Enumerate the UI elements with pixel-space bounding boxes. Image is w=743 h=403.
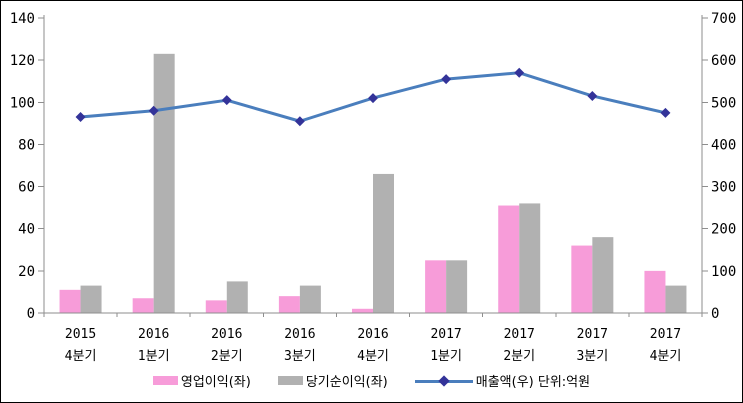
- right-axis-tick-label: 0: [711, 306, 719, 322]
- category-quarter-label: 1분기: [138, 349, 170, 364]
- bar-net-profit: [299, 285, 321, 313]
- legend: 영업이익(좌) 당기순이익(좌) 매출액(우) 단위:억원: [1, 371, 742, 390]
- legend-item-revenue: 매출액(우) 단위:억원: [414, 371, 591, 390]
- left-axis-tick-label: 100: [10, 95, 35, 111]
- legend-label-net-profit: 당기순이익(좌): [305, 375, 388, 390]
- bar-operating-profit: [425, 260, 447, 313]
- legend-label-operating-profit: 영업이익(좌): [180, 375, 251, 390]
- left-axis-tick-label: 20: [18, 264, 35, 280]
- bar-operating-profit: [352, 308, 373, 313]
- revenue-marker-icon: [294, 116, 305, 127]
- revenue-line-swatch-icon: [414, 374, 473, 387]
- bar-operating-profit: [132, 298, 154, 313]
- right-axis-tick-label: 300: [711, 180, 736, 196]
- revenue-marker-icon: [660, 107, 671, 118]
- right-axis-tick-label: 200: [711, 222, 736, 238]
- revenue-marker-icon: [587, 90, 598, 101]
- bar-operating-profit: [644, 270, 666, 313]
- category-quarter-label: 2분기: [503, 349, 535, 364]
- revenue-marker-icon: [368, 93, 378, 104]
- category-year-label: 2015: [65, 327, 96, 342]
- right-axis-tick-label: 500: [711, 95, 736, 111]
- bar-operating-profit: [498, 205, 520, 313]
- right-axis-tick-label: 700: [711, 11, 736, 27]
- bar-net-profit: [446, 260, 468, 313]
- bar-operating-profit: [59, 289, 81, 313]
- bar-net-profit: [226, 281, 248, 313]
- legend-label-revenue: 매출액(우) 단위:억원: [475, 375, 591, 390]
- operating-profit-swatch-icon: [152, 376, 178, 385]
- left-axis-tick-label: 140: [10, 11, 35, 27]
- bar-net-profit: [80, 285, 102, 313]
- category-year-label: 2016: [284, 327, 315, 342]
- revenue-marker-icon: [221, 95, 232, 106]
- category-year-label: 2017: [650, 327, 681, 342]
- category-year-label: 2017: [577, 327, 608, 342]
- category-quarter-label: 4분기: [357, 349, 389, 364]
- revenue-diamond-icon: [438, 374, 450, 387]
- bar-net-profit: [665, 285, 687, 313]
- category-year-label: 2017: [504, 327, 535, 342]
- left-axis-tick-label: 120: [10, 53, 35, 69]
- category-quarter-label: 3분기: [576, 349, 608, 364]
- left-axis-tick-label: 60: [18, 180, 35, 196]
- right-axis-tick-label: 400: [711, 137, 736, 153]
- right-axis-tick-label: 600: [711, 53, 736, 69]
- left-axis-tick-label: 80: [18, 137, 35, 153]
- bar-net-profit: [373, 173, 394, 313]
- legend-item-net-profit: 당기순이익(좌): [277, 371, 388, 390]
- bar-operating-profit: [205, 300, 227, 313]
- category-quarter-label: 1분기: [430, 349, 462, 364]
- category-year-label: 2017: [430, 327, 461, 342]
- revenue-marker-icon: [148, 105, 159, 116]
- category-quarter-label: 4분기: [650, 349, 682, 364]
- category-quarter-label: 4분기: [65, 349, 97, 364]
- category-year-label: 2016: [211, 327, 242, 342]
- bar-operating-profit: [571, 245, 593, 313]
- category-year-label: 2016: [138, 327, 169, 342]
- category-quarter-label: 3분기: [284, 349, 316, 364]
- revenue-marker-icon: [75, 112, 86, 123]
- net-profit-swatch-icon: [277, 376, 303, 385]
- bar-net-profit: [519, 203, 541, 313]
- bar-net-profit: [592, 237, 614, 313]
- left-axis-tick-label: 40: [18, 222, 35, 238]
- right-axis-tick-label: 100: [711, 264, 736, 280]
- legend-item-operating-profit: 영업이익(좌): [152, 371, 251, 390]
- category-year-label: 2016: [357, 327, 388, 342]
- category-quarter-label: 2분기: [211, 349, 243, 364]
- revenue-marker-icon: [441, 74, 452, 85]
- bar-operating-profit: [278, 296, 300, 313]
- revenue-marker-icon: [514, 67, 525, 78]
- bar-net-profit: [153, 53, 175, 313]
- left-axis-tick-label: 0: [27, 306, 35, 322]
